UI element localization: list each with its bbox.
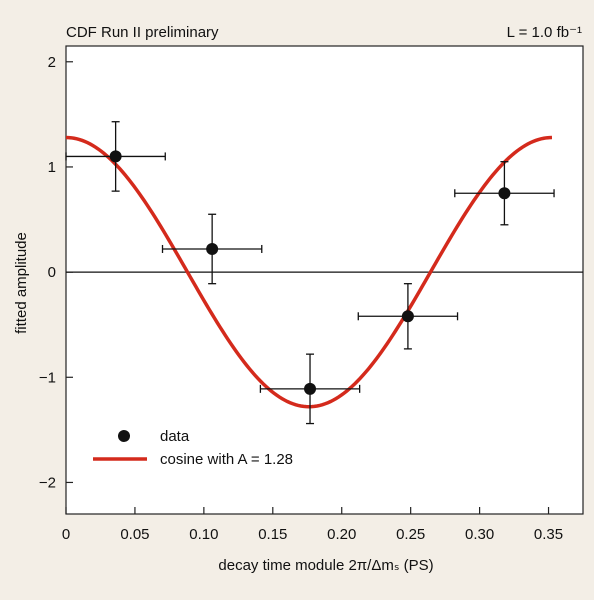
legend-label-cosine: cosine with A = 1.28 (160, 451, 293, 468)
x-tick-label: 0.05 (120, 526, 149, 543)
y-tick-label: 1 (48, 159, 56, 176)
x-axis-ticks: 0 0.05 0.10 0.15 0.20 0.25 0.30 0.35 (62, 507, 563, 543)
x-tick-label: 0.35 (534, 526, 563, 543)
y-tick-label: −2 (39, 474, 56, 491)
cosine-curve (65, 135, 553, 409)
chart-title-left: CDF Run II preliminary (66, 24, 219, 41)
data-point-marker (498, 187, 511, 200)
data-point-marker (109, 150, 122, 163)
x-tick-label: 0.20 (327, 526, 356, 543)
y-axis-label: fitted amplitude (13, 232, 30, 334)
data-point (65, 121, 166, 192)
y-tick-label: 0 (48, 264, 56, 281)
data-point (161, 213, 263, 285)
data-point (357, 283, 459, 350)
x-tick-label: 0 (62, 526, 70, 543)
x-tick-label: 0.15 (258, 526, 287, 543)
data-point-marker (304, 382, 317, 395)
chart-title-right: L = 1.0 fb⁻¹ (507, 24, 582, 41)
x-tick-label: 0.10 (189, 526, 218, 543)
legend-marker-data (118, 430, 130, 442)
data-point (259, 353, 361, 425)
data-point-marker (206, 242, 219, 255)
legend: data cosine with A = 1.28 (93, 428, 293, 468)
x-tick-label: 0.30 (465, 526, 494, 543)
data-point (454, 161, 555, 226)
plot-frame (65, 45, 584, 515)
y-tick-label: 2 (48, 54, 56, 71)
x-axis-label: decay time module 2π/Δmₛ (PS) (218, 557, 433, 574)
data-point-marker (401, 310, 414, 323)
y-tick-label: −1 (39, 369, 56, 386)
y-axis-ticks: −2 −1 0 1 2 (39, 54, 73, 491)
x-tick-label: 0.25 (396, 526, 425, 543)
data-points (65, 121, 555, 425)
legend-label-data: data (160, 428, 190, 445)
